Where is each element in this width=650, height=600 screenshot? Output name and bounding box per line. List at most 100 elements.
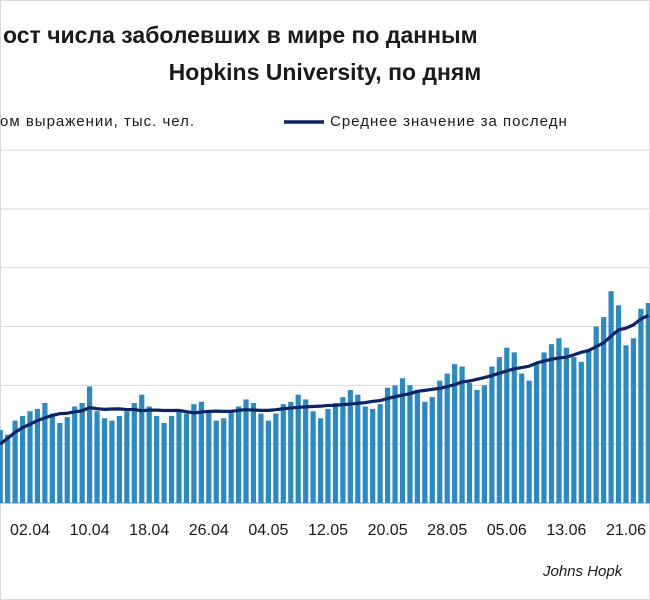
bar <box>19 415 26 503</box>
bar <box>250 402 257 503</box>
bar <box>370 408 376 503</box>
bar <box>519 373 525 503</box>
bar <box>191 404 197 503</box>
bar <box>608 291 614 503</box>
average-line <box>0 314 650 446</box>
bar <box>347 390 353 503</box>
bar <box>288 401 294 503</box>
bar <box>362 406 368 503</box>
bar <box>601 317 607 503</box>
bar <box>385 387 391 503</box>
bar <box>79 402 85 503</box>
bar <box>355 394 361 503</box>
bar <box>5 434 11 503</box>
bar <box>556 338 562 503</box>
bar <box>623 345 629 503</box>
x-tick-label: 20.05 <box>368 522 408 539</box>
bar <box>303 399 309 503</box>
bar <box>474 390 480 503</box>
bar <box>124 411 130 503</box>
chart-title: Hopkins University, по дням <box>169 59 482 85</box>
x-tick-label: 02.04 <box>10 522 50 539</box>
bar <box>481 385 488 503</box>
bar <box>310 411 316 503</box>
bar <box>176 410 182 503</box>
bar <box>27 411 33 503</box>
bar <box>444 373 450 503</box>
bar <box>168 415 175 503</box>
bar <box>466 382 473 503</box>
bar <box>183 413 190 503</box>
x-tick-label: 13.06 <box>546 522 586 539</box>
x-tick-label: 21.06 <box>606 522 646 539</box>
bar <box>154 415 160 503</box>
bar <box>586 350 592 503</box>
bar <box>34 408 41 503</box>
bar <box>228 411 234 503</box>
source: Johns Hopk <box>542 563 624 580</box>
bar <box>526 380 532 503</box>
bar <box>407 385 413 503</box>
bar <box>317 418 324 503</box>
bar <box>645 302 650 503</box>
bar <box>206 411 212 503</box>
x-tick-label: 26.04 <box>189 522 229 539</box>
bar <box>414 390 420 503</box>
bar <box>87 386 93 503</box>
bar <box>198 401 204 503</box>
bar <box>280 404 286 503</box>
bar <box>459 366 465 503</box>
bar <box>429 397 435 503</box>
bar <box>101 418 108 503</box>
x-tick-label: 04.05 <box>248 522 288 539</box>
bar <box>548 344 555 503</box>
bar <box>325 408 331 503</box>
bar <box>116 415 122 503</box>
bar <box>563 347 569 503</box>
bar <box>593 326 599 503</box>
bar <box>638 308 644 503</box>
bar <box>452 364 458 503</box>
bar <box>139 394 145 503</box>
x-tick-label: 18.04 <box>129 522 169 539</box>
x-tick-label: 28.05 <box>427 522 467 539</box>
bar <box>541 352 547 503</box>
bar <box>131 402 137 503</box>
bar <box>422 401 428 503</box>
bar <box>161 422 167 503</box>
bar <box>42 402 48 503</box>
legend-label: Среднее значение за последн <box>330 113 568 130</box>
bar <box>332 402 339 503</box>
bar <box>57 422 63 503</box>
bar <box>72 406 78 503</box>
bar <box>273 413 279 503</box>
bar <box>615 305 622 503</box>
legend-label: ом выражении, тыс. чел. <box>0 113 195 130</box>
bar <box>0 430 3 503</box>
bar <box>213 420 219 503</box>
bar <box>399 378 406 503</box>
bar <box>265 420 271 503</box>
bar <box>49 413 55 503</box>
bar <box>94 411 100 503</box>
bar <box>295 394 301 503</box>
bar <box>578 361 584 503</box>
bar <box>258 413 264 503</box>
bar <box>489 366 495 503</box>
bar <box>236 406 242 503</box>
bar <box>511 352 517 503</box>
bar <box>504 347 510 503</box>
bar <box>221 418 227 503</box>
bar <box>496 357 502 503</box>
bar <box>109 420 115 503</box>
chart-title: ост числа заболевших в мире по данным <box>3 22 478 48</box>
bar <box>437 380 443 503</box>
x-tick-label: 10.04 <box>70 522 110 539</box>
x-tick-label: 12.05 <box>308 522 348 539</box>
bar <box>12 420 18 503</box>
bar <box>64 417 70 503</box>
bar <box>243 399 249 503</box>
bar <box>340 397 346 503</box>
